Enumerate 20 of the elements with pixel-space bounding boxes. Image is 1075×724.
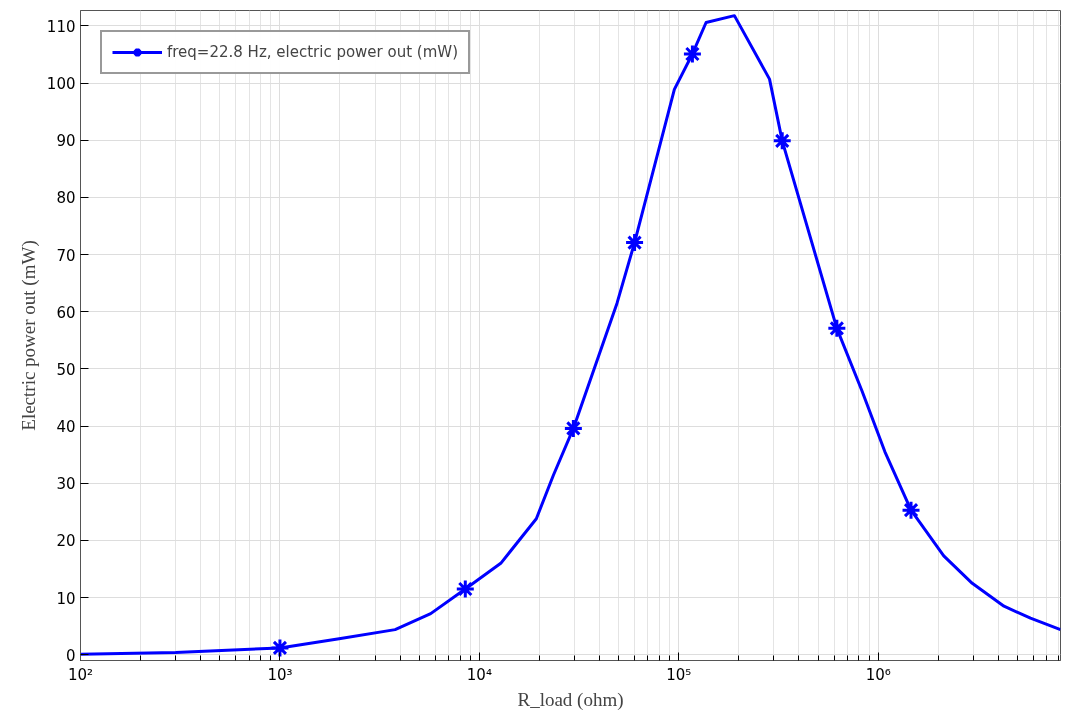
y-tick-label: 100 [46,75,76,94]
y-tick-label: 10 [56,589,76,608]
x-tick-label: 10² [67,665,94,684]
y-tick-label: 30 [56,475,76,494]
x-tick-label: 10³ [267,665,293,684]
y-tick-label: 20 [56,532,76,551]
y-tick-label: 0 [65,646,76,665]
y-tick-label: 40 [56,418,76,437]
y-tick-label: 70 [56,246,76,265]
x-tick-label: 10⁵ [666,665,692,684]
y-tick-label: 50 [56,360,76,379]
x-axis-title: R_load (ohm) [517,688,624,711]
y-tick-label: 60 [56,303,76,322]
y-axis-title: Electric power out (mW) [17,240,40,431]
y-tick-label: 80 [56,189,76,208]
y-tick-label: 110 [46,17,76,36]
y-tick-label: 90 [56,132,76,151]
x-tick-label: 10⁶ [865,665,891,684]
legend-label: freq=22.8 Hz, electric power out (mW) [167,43,459,61]
x-tick-label: 10⁴ [466,665,492,684]
